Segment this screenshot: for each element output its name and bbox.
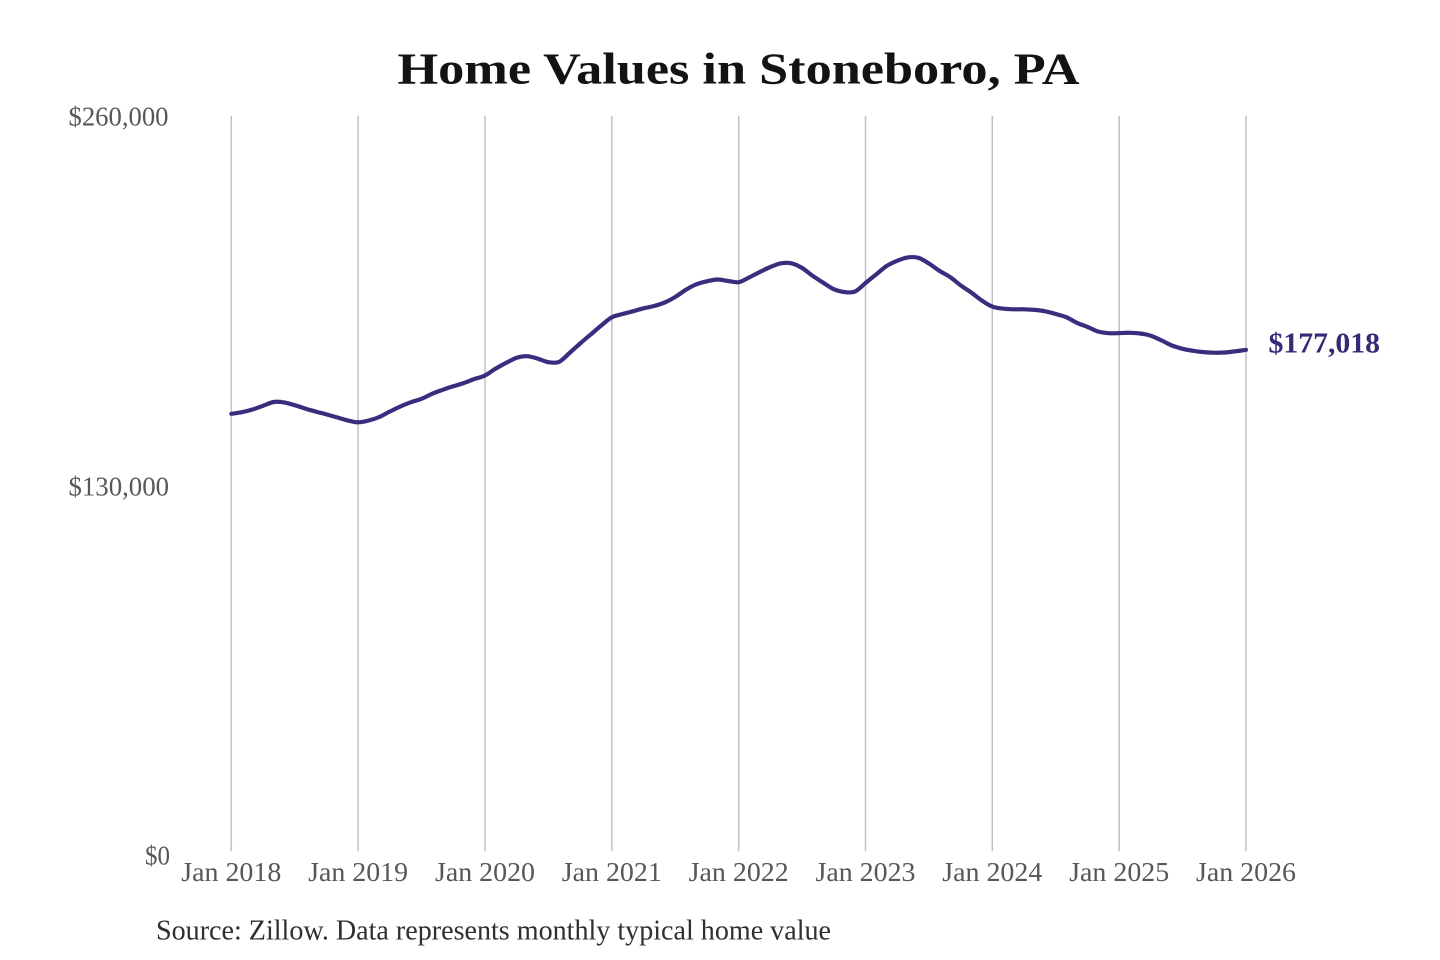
svg-text:Jan 2021: Jan 2021 bbox=[562, 857, 662, 887]
svg-text:$177,018: $177,018 bbox=[1269, 328, 1381, 359]
svg-text:Jan 2019: Jan 2019 bbox=[308, 857, 408, 887]
svg-text:Jan 2025: Jan 2025 bbox=[1069, 857, 1169, 887]
svg-text:Home Values in Stoneboro, PA: Home Values in Stoneboro, PA bbox=[398, 44, 1080, 93]
svg-text:Jan 2020: Jan 2020 bbox=[435, 857, 535, 887]
svg-text:Jan 2022: Jan 2022 bbox=[689, 857, 789, 887]
svg-text:$260,000: $260,000 bbox=[69, 101, 169, 131]
svg-text:Jan 2018: Jan 2018 bbox=[181, 857, 281, 887]
svg-text:Jan 2026: Jan 2026 bbox=[1196, 857, 1296, 887]
svg-text:$130,000: $130,000 bbox=[69, 471, 170, 501]
svg-text:Jan 2024: Jan 2024 bbox=[942, 857, 1043, 887]
svg-text:Source: Zillow. Data represent: Source: Zillow. Data represents monthly … bbox=[156, 914, 831, 946]
svg-text:$0: $0 bbox=[145, 840, 170, 870]
svg-text:Jan 2023: Jan 2023 bbox=[816, 857, 916, 887]
